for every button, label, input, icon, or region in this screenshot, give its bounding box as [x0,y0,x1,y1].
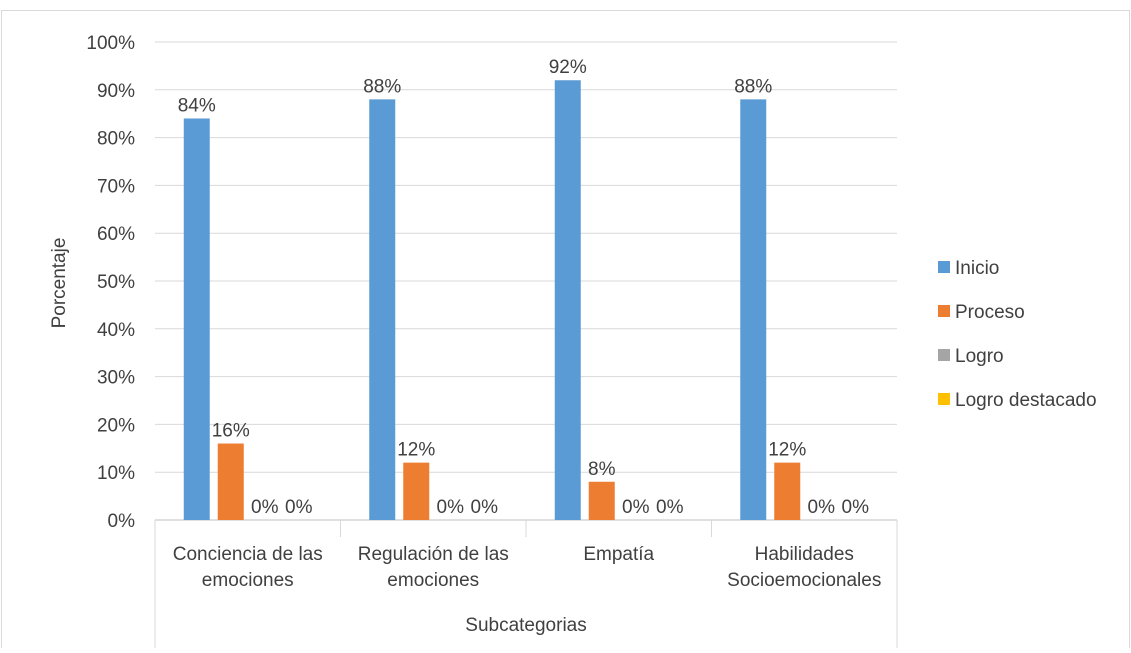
x-category-label: Conciencia de las [173,544,323,565]
bar-proceso [774,462,801,520]
bar-inicio [183,118,210,520]
data-label: 12% [768,440,806,461]
legend-swatch [938,349,950,361]
bar-inicio [369,99,396,521]
x-category-label: Regulación de las [358,544,509,565]
y-tick-label: 10% [97,463,135,484]
data-label: 0% [285,497,313,518]
y-axis-title: Porcentaje [49,238,70,329]
y-tick-label: 50% [97,272,135,293]
legend-swatch [938,305,950,317]
x-category-label: emociones [387,570,479,591]
y-tick-label: 30% [97,368,135,389]
data-label: 0% [622,497,650,518]
x-axis-title: Subcategorias [465,615,586,636]
data-label: 12% [397,440,435,461]
data-label: 0% [656,497,684,518]
legend-swatch [938,393,950,405]
data-label: 8% [588,459,616,480]
legend-label: Logro destacado [955,390,1097,411]
data-labels: 84% 16% 0% 0% 88% 12% 0% 0% 92% 8% 0% 0% 88% 12% 0% 0% [178,57,869,518]
y-tick-label: 0% [108,511,136,532]
y-tick-label: 70% [97,176,135,197]
bar-inicio [554,80,581,521]
data-label: 16% [212,421,250,442]
y-tick-label: 80% [97,129,135,150]
data-label: 0% [842,497,870,518]
x-category-label: Empatía [583,544,654,565]
y-tick-label: 60% [97,224,135,245]
x-category-label: Socioemocionales [727,570,881,591]
category-dividers [154,520,898,648]
y-axis-tick-labels: 0% 10% 20% 30% 40% 50% 60% 70% 80% 90% 100% [86,33,135,532]
bar-inicio [740,99,767,521]
data-label: 84% [178,95,216,116]
data-label: 0% [471,497,499,518]
legend-label: Proceso [955,302,1025,323]
y-tick-label: 40% [97,320,135,341]
data-label: 0% [251,497,279,518]
bars [183,80,801,521]
bar-proceso [403,462,430,520]
y-tick-label: 100% [86,33,135,54]
bar-proceso [217,443,244,520]
data-label: 92% [549,57,587,78]
bar-proceso [588,481,615,520]
data-label: 0% [437,497,465,518]
y-tick-label: 20% [97,415,135,436]
x-category-label: Habilidades [755,544,854,565]
legend-label: Logro [955,346,1004,367]
data-label: 0% [808,497,836,518]
legend: Inicio Proceso Logro Logro destacado [938,258,1097,411]
legend-swatch [938,261,950,273]
y-tick-label: 90% [97,81,135,102]
legend-label: Inicio [955,258,999,279]
data-label: 88% [363,76,401,97]
x-category-label: emociones [202,570,294,591]
x-axis-category-labels: Conciencia de las emociones Regulación de … [173,544,882,591]
data-label: 88% [734,76,772,97]
